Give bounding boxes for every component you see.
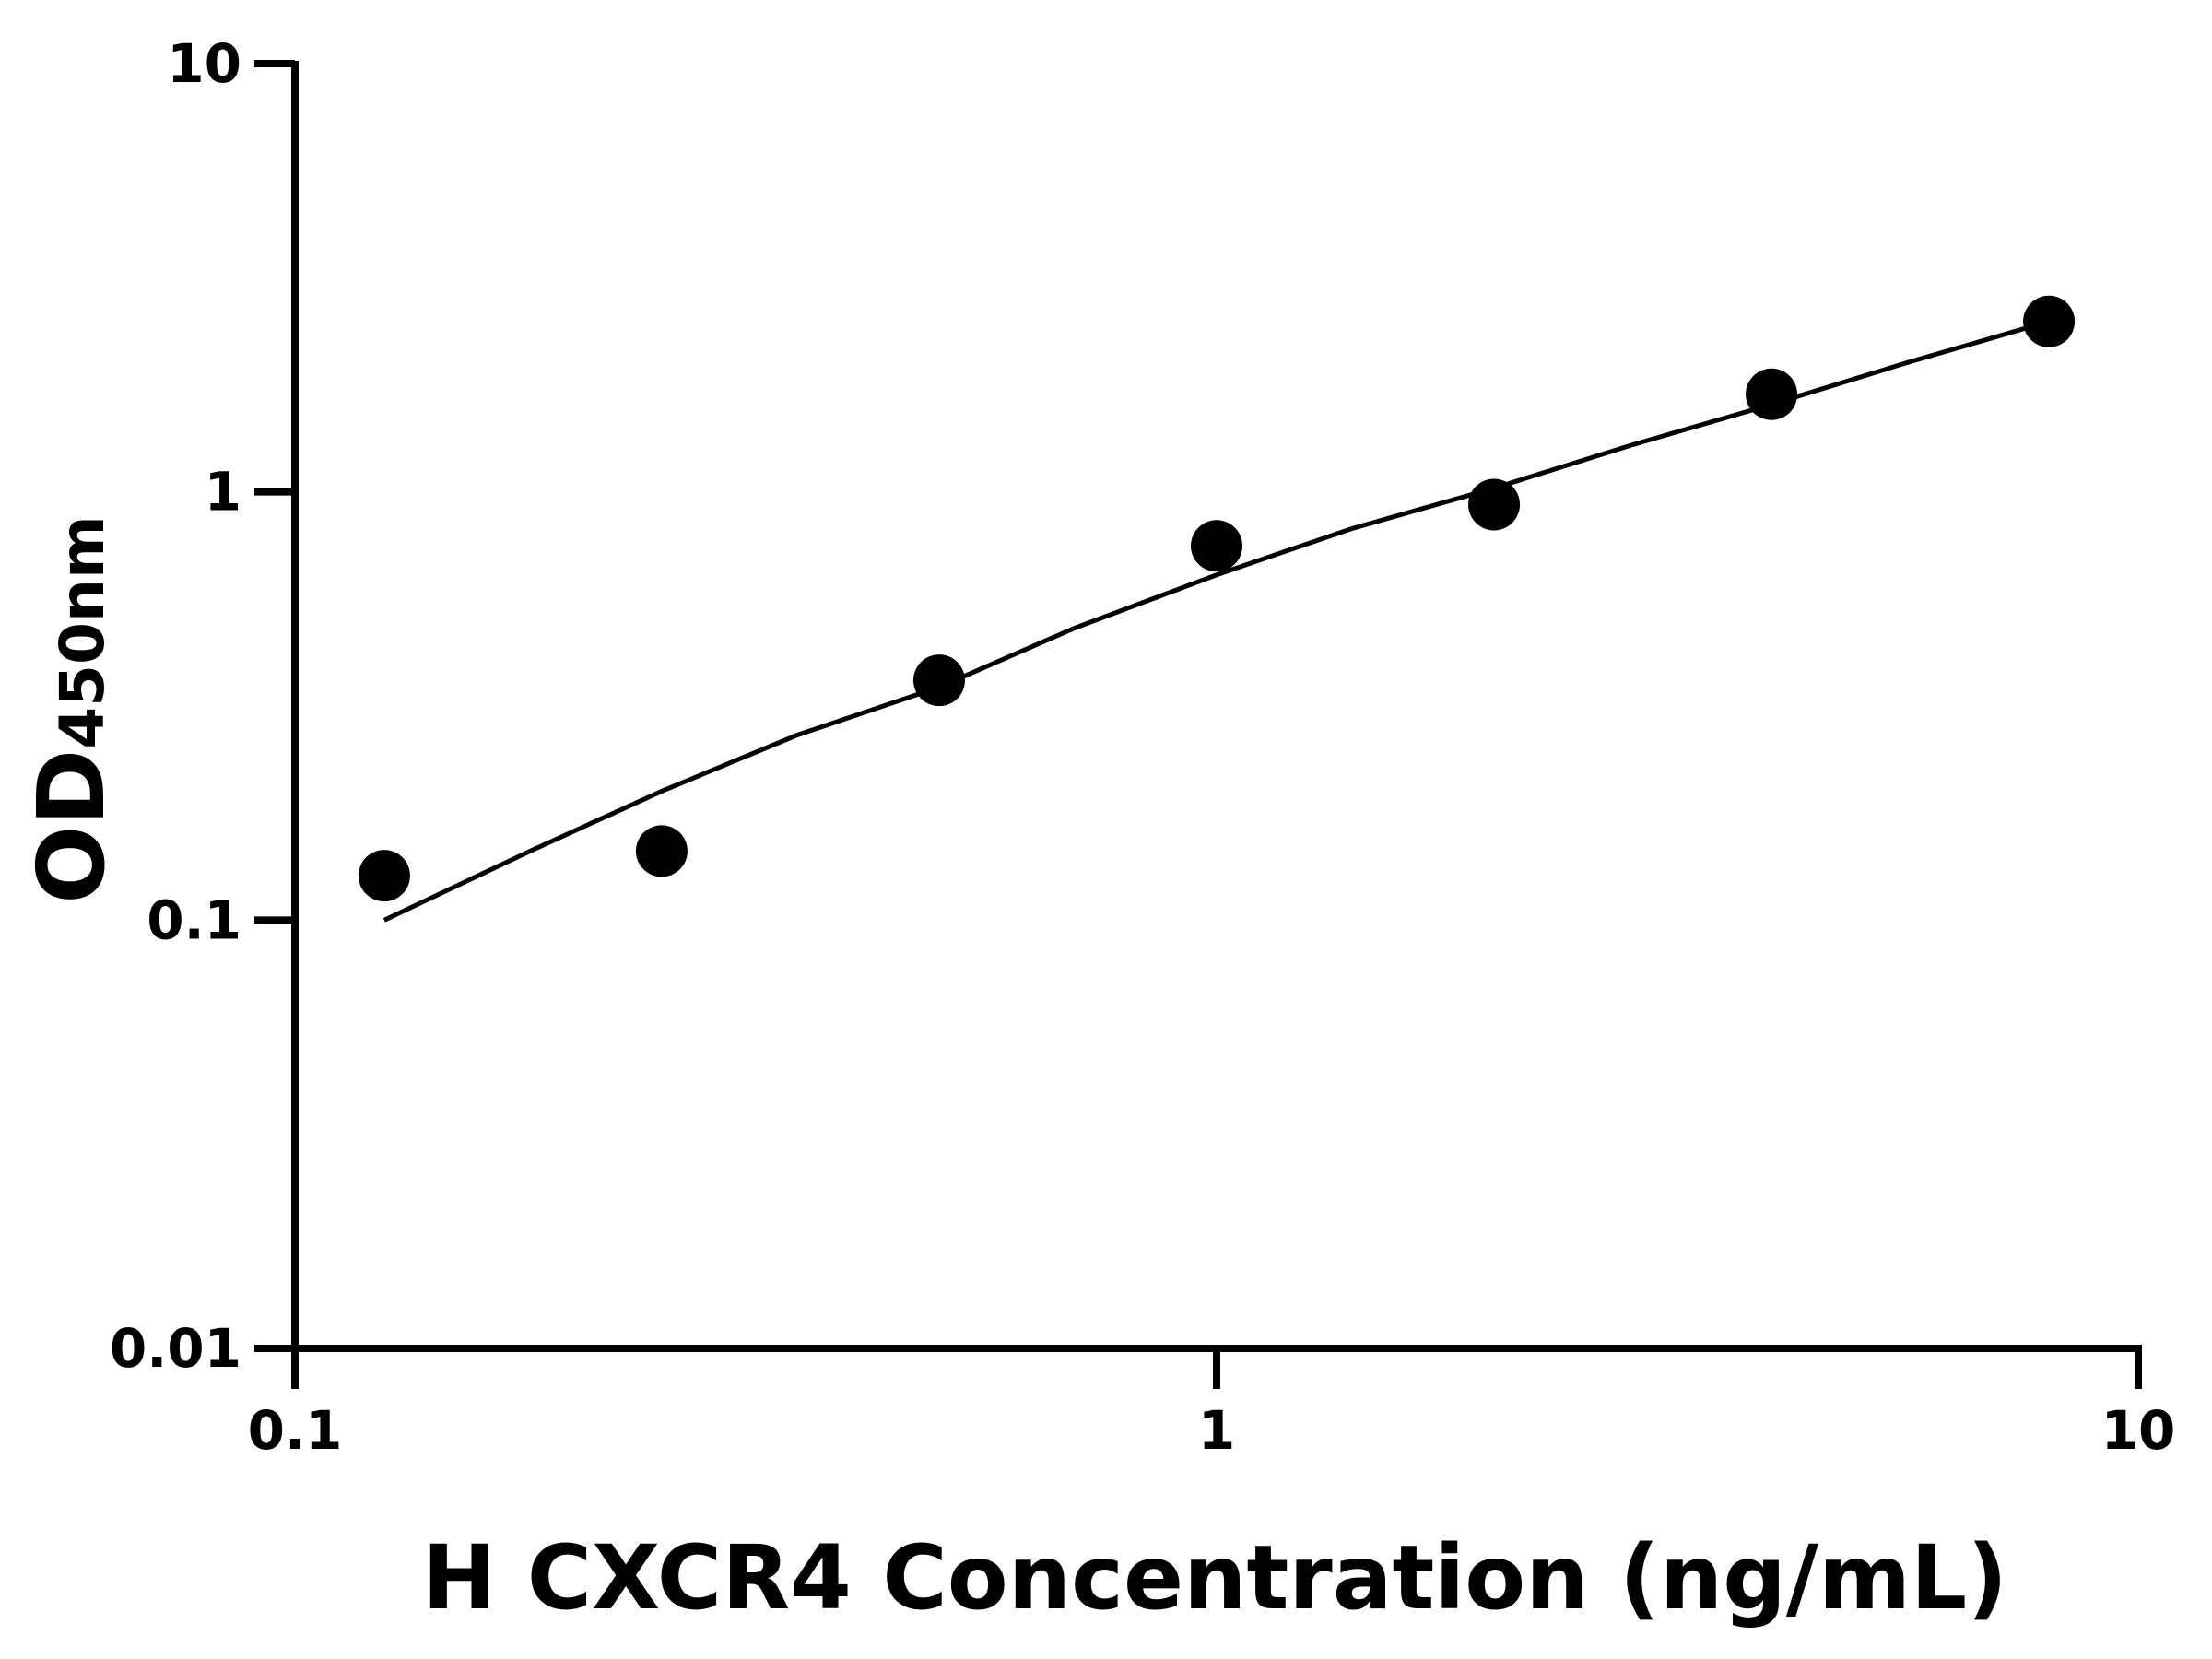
y-axis-label-main: OD [18,749,125,904]
data-point [635,825,688,877]
data-point [1746,368,1798,420]
fit-curve [382,319,2050,923]
data-point [1468,478,1521,531]
data-point [2023,295,2076,347]
data-point [358,850,410,902]
y-axis-label: OD450nm [18,515,125,904]
x-tick-label: 1 [1198,1399,1235,1462]
y-tick-label: 10 [167,32,241,95]
data-point [912,654,965,707]
x-tick-label: 0.1 [248,1399,343,1462]
x-axis-label: H CXCR4 Concentration (ng/mL) [422,1526,2007,1630]
plot-area [358,295,2076,923]
y-tick-label: 0.1 [147,888,241,951]
y-tick-label: 1 [205,461,241,524]
y-axis-label-subscript: 450nm [47,515,118,749]
x-tick-label: 10 [2101,1399,2176,1462]
y-tick-label: 0.01 [110,1317,241,1380]
data-point [1191,520,1242,572]
